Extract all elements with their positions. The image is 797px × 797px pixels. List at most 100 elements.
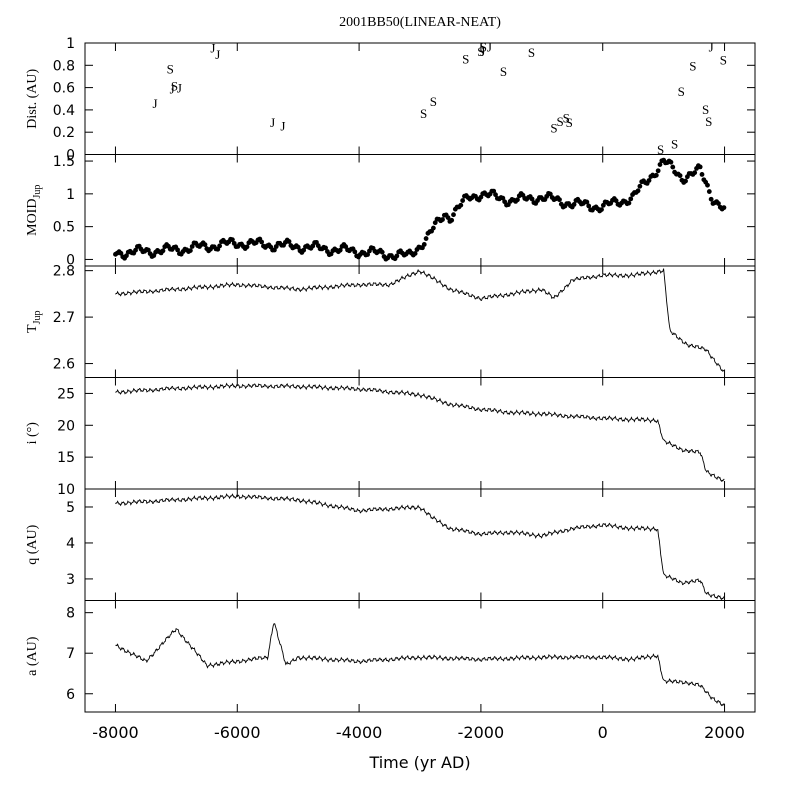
marker-s: S <box>430 94 437 109</box>
panel-data <box>115 268 725 373</box>
y-tick-label: 1 <box>66 187 75 203</box>
y-tick-label: 6 <box>66 687 75 703</box>
y-tick-label: 0.5 <box>53 220 75 236</box>
panel-moid: 0 0.5 1 1.5 MOIDJup <box>25 154 756 268</box>
moid-point <box>449 217 455 223</box>
moid-point <box>286 239 292 244</box>
moid-point <box>431 225 436 231</box>
marker-j: J <box>709 39 714 54</box>
chart-title: 2001BB50(LINEAR-NEAT) <box>339 15 501 30</box>
marker-s: S <box>420 106 427 121</box>
moid-point <box>697 164 703 170</box>
marker-s: S <box>563 111 570 126</box>
y-tick-label: 3 <box>66 572 75 588</box>
moid-point <box>124 253 129 259</box>
marker-s: S <box>689 58 696 73</box>
moid-point <box>423 236 429 241</box>
moid-point <box>458 202 464 208</box>
moid-point <box>323 245 328 251</box>
marker-j: J <box>215 47 220 62</box>
marker-j: J <box>480 44 485 59</box>
y-axis-label: TJup <box>25 311 43 333</box>
moid-point <box>613 198 619 204</box>
panel-frame <box>84 600 756 713</box>
marker-s: S <box>171 78 178 93</box>
marker-s: S <box>657 142 664 157</box>
marker-j: J <box>170 82 175 97</box>
marker-s: S <box>167 62 174 77</box>
moid-point <box>160 248 166 254</box>
moid-point <box>217 243 223 249</box>
y-tick-label: 7 <box>66 646 75 662</box>
panel-data <box>113 157 727 262</box>
panel-frame <box>84 377 756 490</box>
moid-point <box>445 215 451 220</box>
marker-s: S <box>550 121 557 136</box>
x-tick-label: 0 <box>598 723 608 742</box>
moid-point <box>365 252 371 257</box>
moid-point <box>460 198 466 203</box>
moid-point <box>432 220 438 226</box>
marker-s: S <box>720 53 727 68</box>
y-axis-label: i (°) <box>25 422 40 445</box>
moid-point <box>515 197 520 203</box>
moid-point <box>412 251 418 256</box>
series-line <box>115 493 725 601</box>
panel-frame <box>84 265 756 378</box>
y-axis-label: q (AU) <box>25 524 40 564</box>
moid-point <box>529 196 535 202</box>
panel-frame <box>84 488 756 601</box>
marker-j: J <box>270 115 275 130</box>
x-axis-ticks: -8000 -6000 -4000 -2000 0 2000 <box>92 723 745 742</box>
moid-point <box>708 196 714 202</box>
moid-point <box>646 178 652 183</box>
moid-point <box>189 244 195 249</box>
panel-q: 3 4 5 q (AU) <box>25 488 756 601</box>
marker-s: S <box>566 115 573 130</box>
moid-point <box>586 203 592 209</box>
y-tick-label: 2.7 <box>53 310 75 326</box>
moid-point <box>295 244 301 250</box>
moid-point <box>637 183 643 189</box>
moid-point <box>259 239 265 245</box>
marker-s: S <box>678 84 685 99</box>
moid-point <box>379 249 385 255</box>
moid-point <box>557 197 562 203</box>
moid-point <box>394 253 400 259</box>
series-line <box>115 382 725 483</box>
moid-point <box>133 247 138 253</box>
y-tick-label: 8 <box>66 606 75 622</box>
moid-point <box>635 188 641 194</box>
y-tick-label: 15 <box>57 450 75 466</box>
y-tick-label: 0.8 <box>53 58 75 74</box>
marker-j: J <box>177 81 182 96</box>
moid-point <box>705 182 710 188</box>
x-tick-label: -8000 <box>92 723 139 742</box>
y-tick-label: 2.6 <box>53 357 75 373</box>
moid-point <box>244 244 250 250</box>
moid-point <box>699 172 705 177</box>
series-line <box>115 268 725 373</box>
y-tick-label: 0.2 <box>53 125 75 141</box>
moid-point <box>670 164 676 170</box>
moid-point <box>202 242 208 248</box>
moid-point <box>668 159 674 165</box>
marker-s: S <box>462 52 469 67</box>
moid-point <box>653 172 659 178</box>
moid-point <box>584 199 590 205</box>
marker-s: S <box>702 102 709 117</box>
y-tick-label: 0.6 <box>53 81 75 97</box>
y-axis-label: a (AU) <box>25 636 40 676</box>
marker-s: S <box>500 64 507 79</box>
marker-s: S <box>528 45 535 60</box>
moid-point <box>230 237 235 243</box>
moid-point <box>692 170 698 176</box>
y-axis-label-sub: Jup <box>32 311 43 325</box>
moid-point <box>337 247 343 253</box>
x-tick-label: -6000 <box>214 723 261 742</box>
moid-point <box>301 247 307 253</box>
